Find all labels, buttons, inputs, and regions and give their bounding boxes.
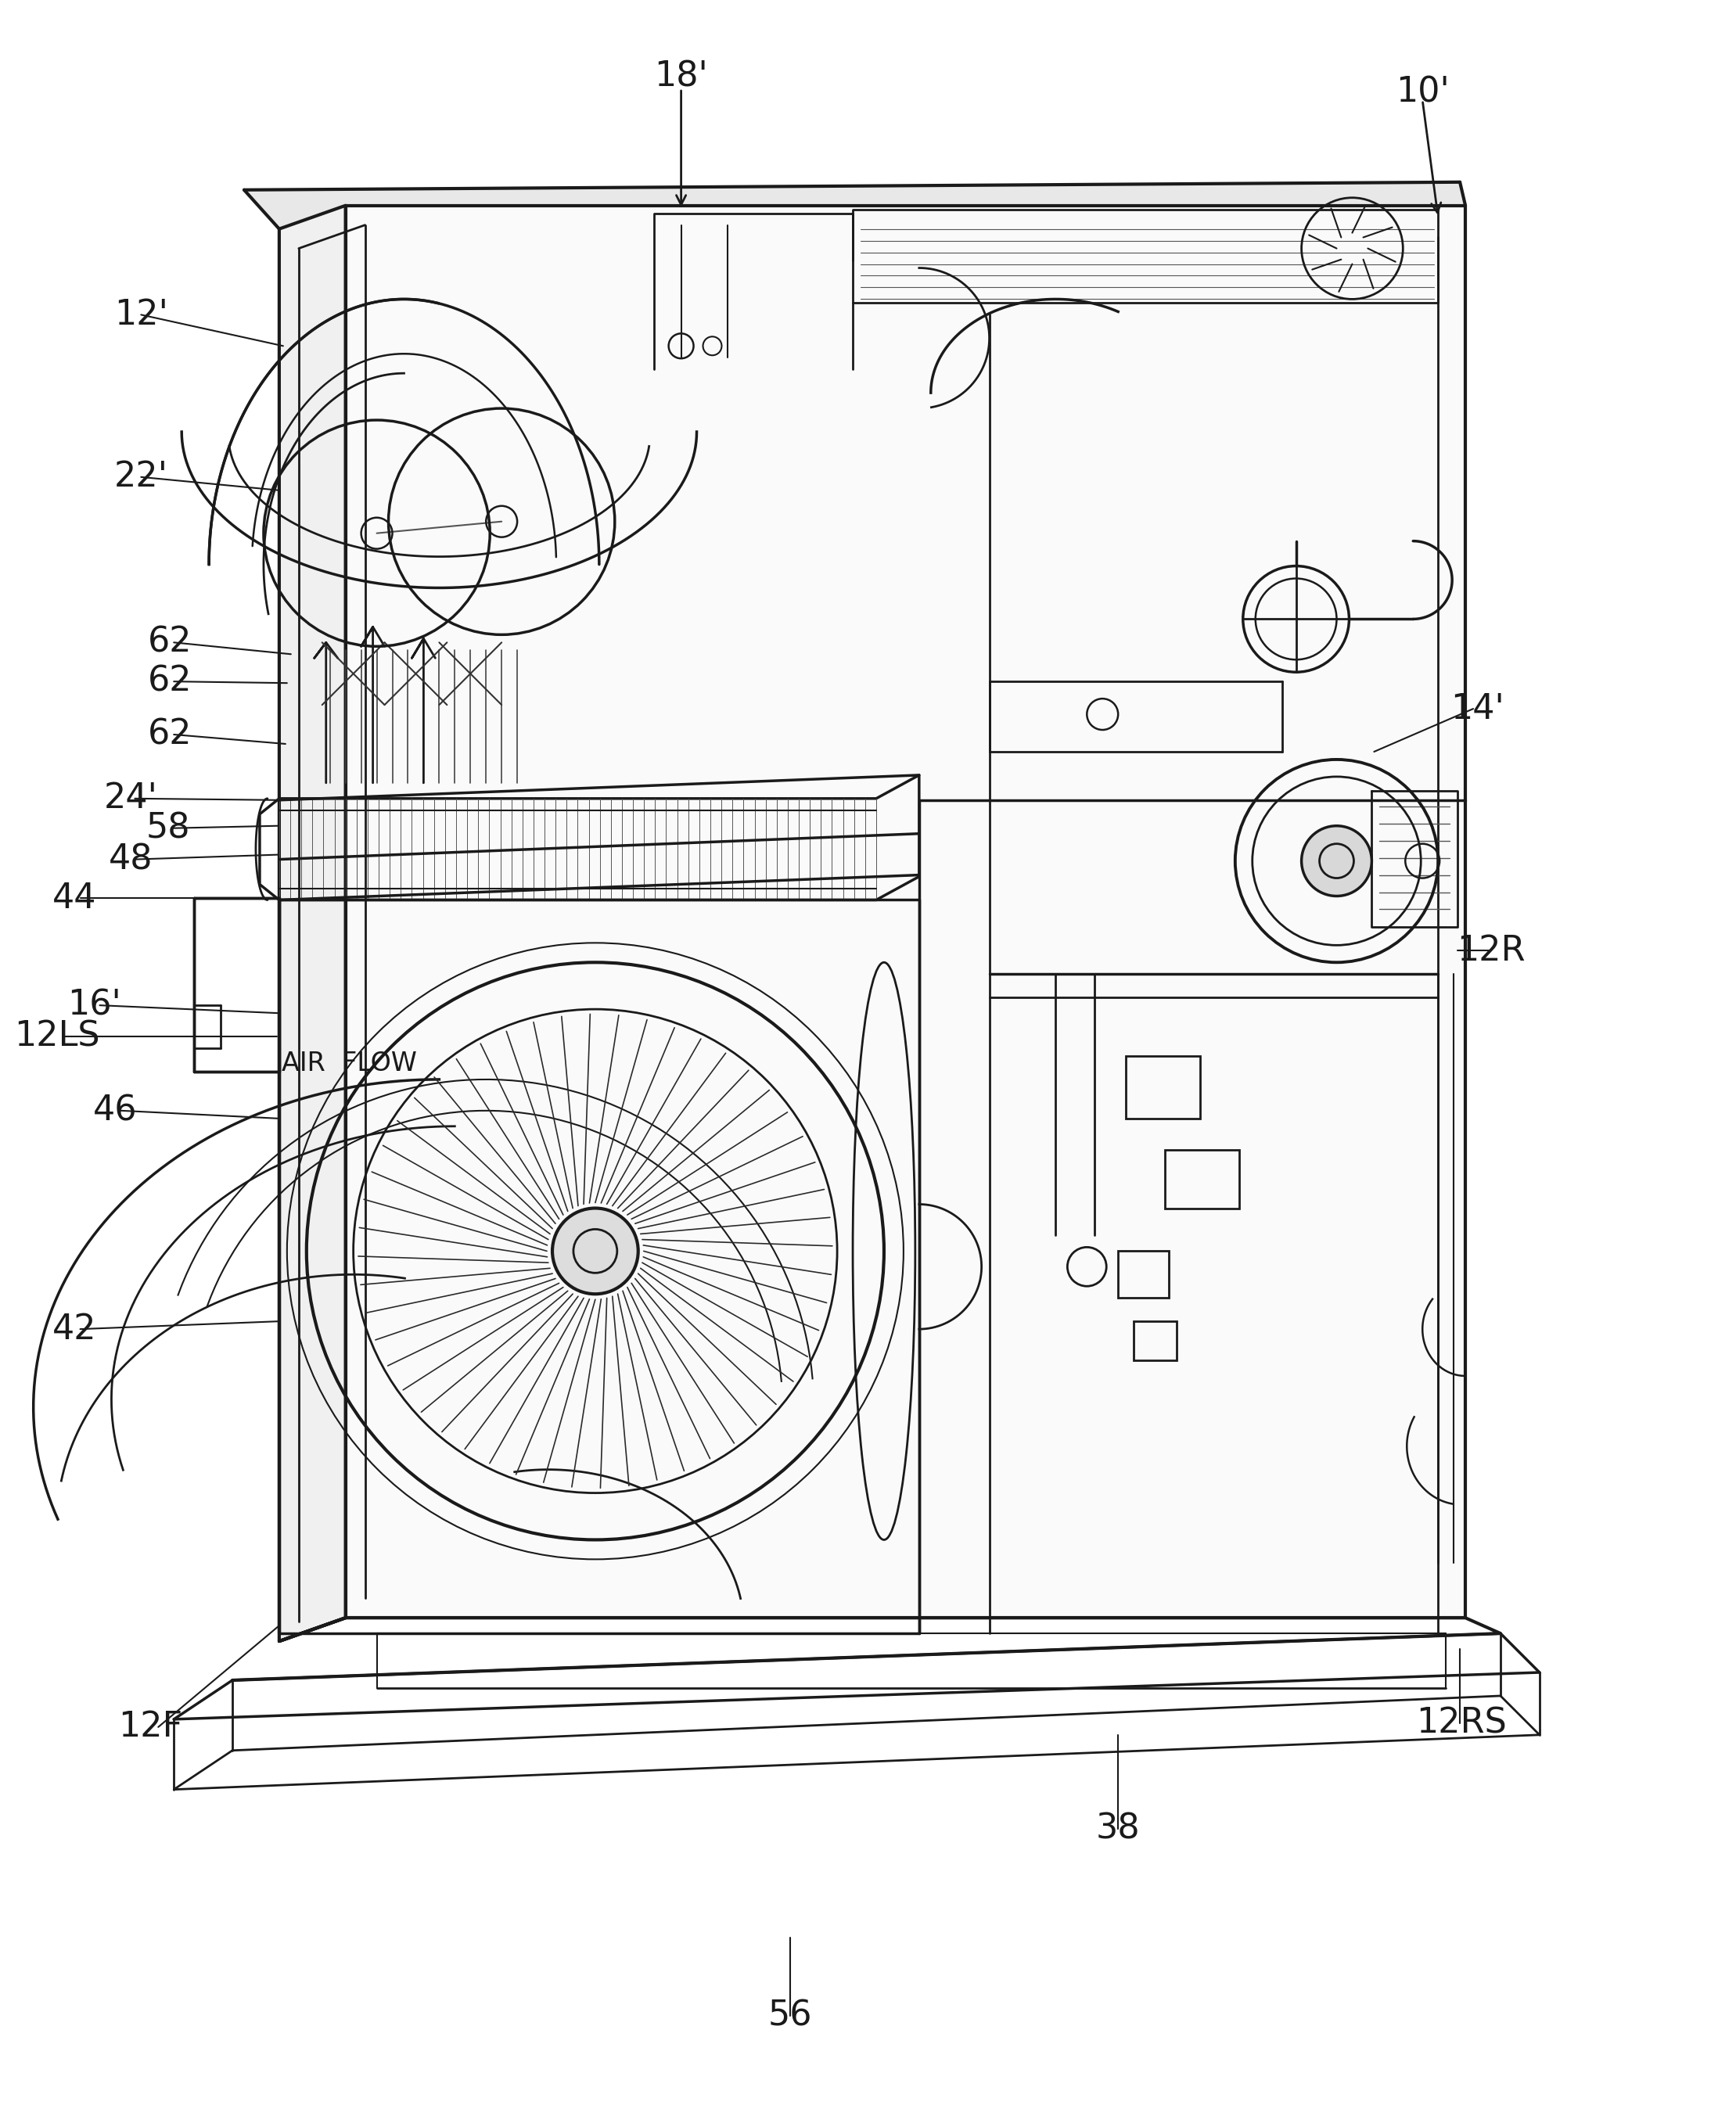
- Text: 16': 16': [68, 989, 122, 1023]
- Text: 12LS: 12LS: [14, 1019, 99, 1052]
- Text: 62: 62: [148, 665, 193, 699]
- Circle shape: [552, 1208, 639, 1295]
- Text: AIR  FLOW: AIR FLOW: [281, 1050, 417, 1078]
- Text: 56: 56: [769, 2000, 812, 2033]
- Text: 62: 62: [148, 718, 193, 751]
- Text: 58: 58: [146, 810, 191, 844]
- Text: 14': 14': [1450, 693, 1503, 726]
- Polygon shape: [345, 206, 1465, 1619]
- Text: 42: 42: [52, 1311, 97, 1345]
- Text: 44: 44: [52, 882, 97, 916]
- Text: 12RS: 12RS: [1417, 1707, 1507, 1741]
- Text: 10': 10': [1396, 76, 1450, 109]
- Text: 12F: 12F: [118, 1709, 182, 1743]
- Text: 62: 62: [148, 625, 193, 659]
- Bar: [1134, 1322, 1177, 1360]
- Bar: [1165, 1149, 1240, 1208]
- Polygon shape: [279, 206, 345, 1642]
- Text: 12R: 12R: [1457, 935, 1526, 968]
- Text: 12': 12': [115, 299, 168, 333]
- Bar: [1127, 1057, 1200, 1118]
- Text: 48: 48: [109, 842, 153, 876]
- Text: 22': 22': [115, 461, 168, 495]
- Text: 38: 38: [1095, 1812, 1141, 1846]
- Text: 46: 46: [94, 1095, 137, 1128]
- Polygon shape: [245, 183, 1465, 229]
- Bar: [1118, 1250, 1168, 1299]
- Circle shape: [1302, 825, 1371, 897]
- Text: 18': 18': [654, 59, 708, 93]
- Text: 24': 24': [104, 781, 158, 815]
